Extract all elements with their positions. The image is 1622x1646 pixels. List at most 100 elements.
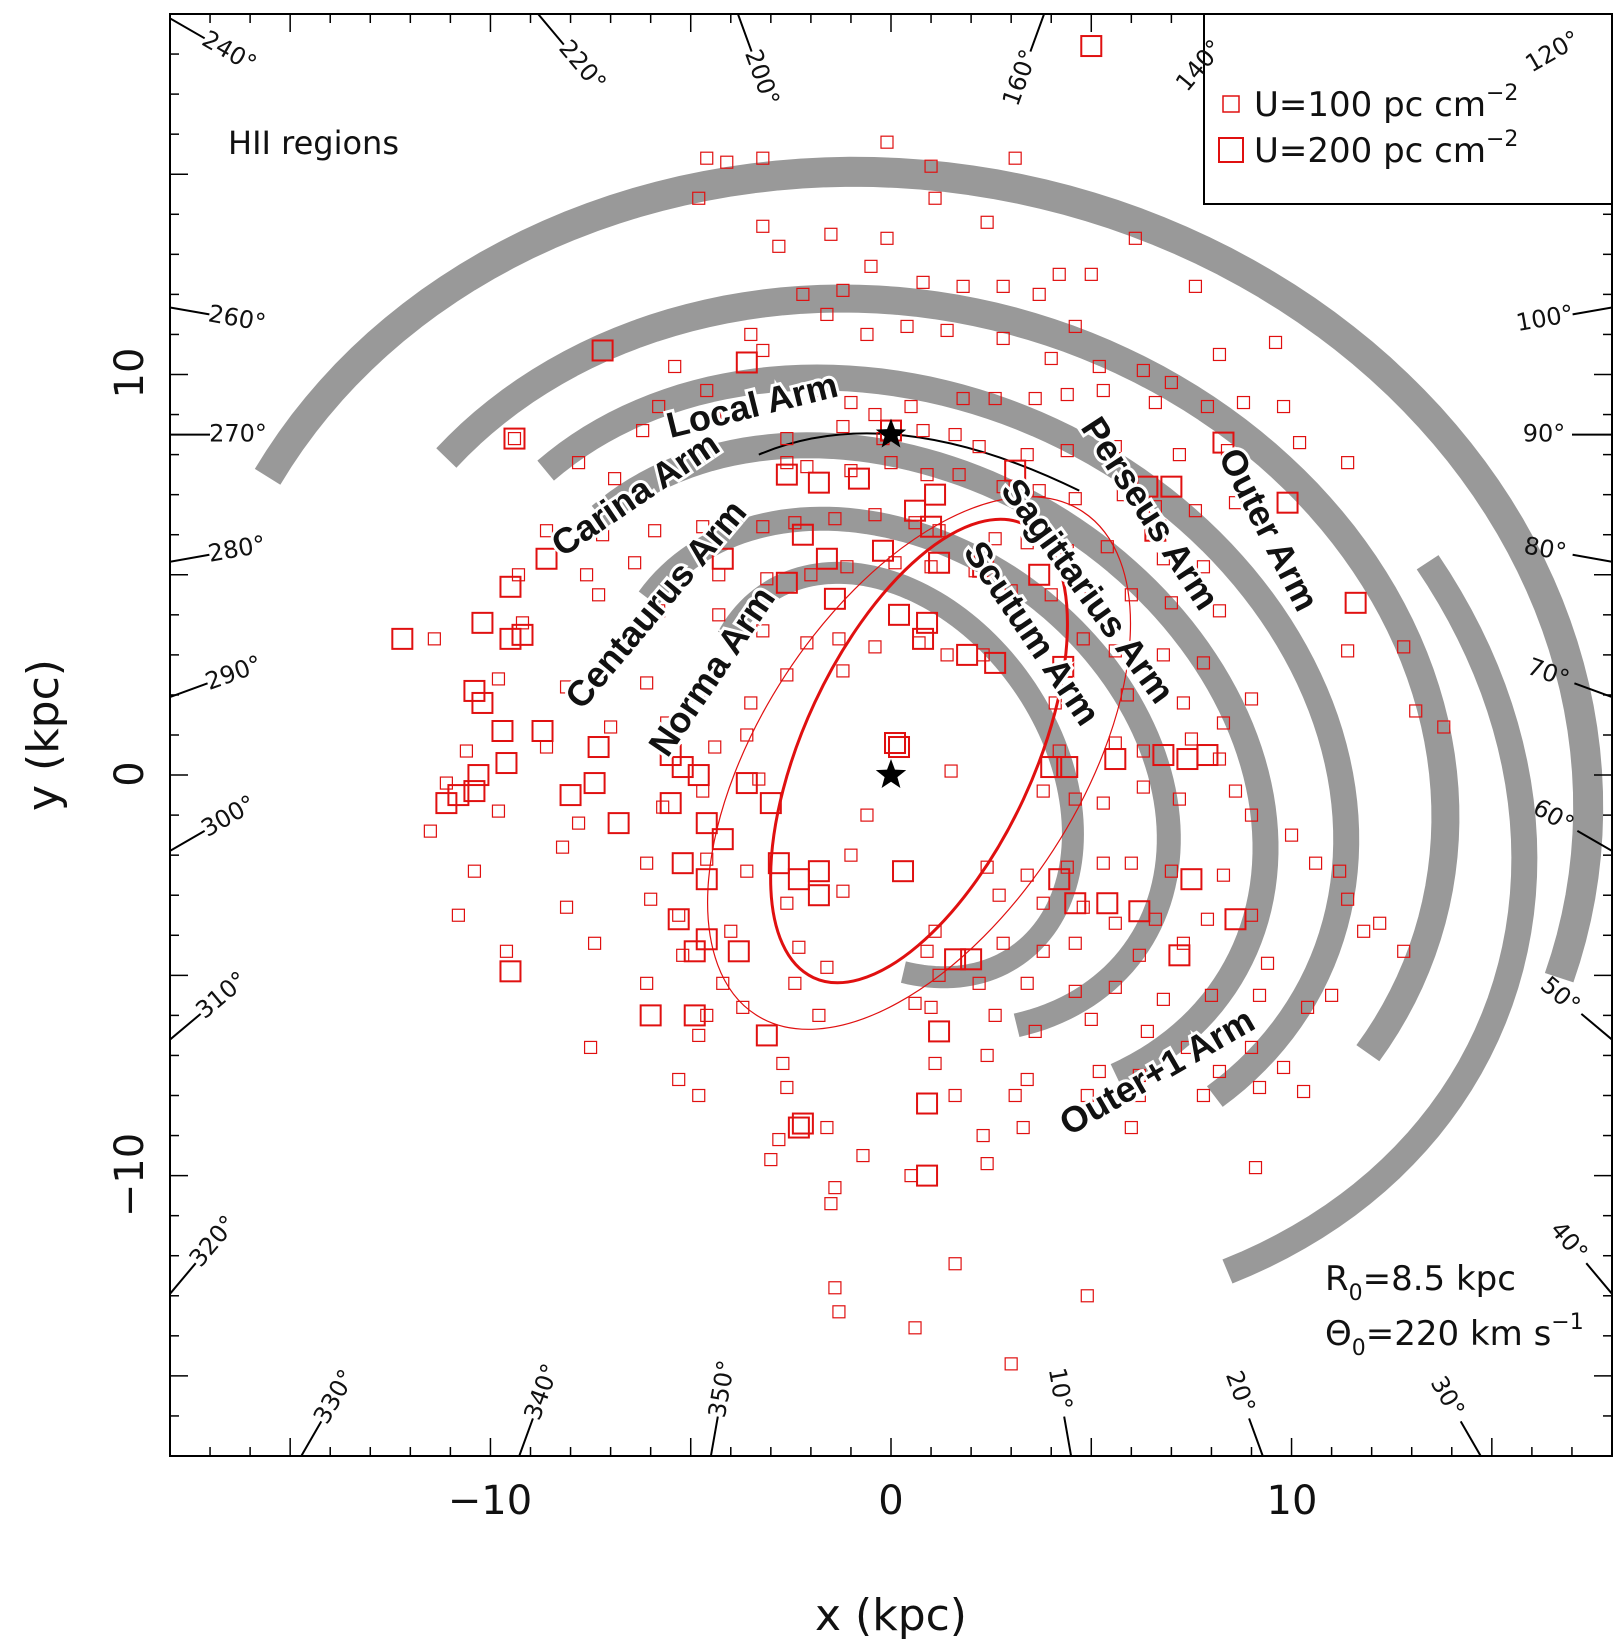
marker-s0-55 [972, 440, 986, 454]
marker-s1-67 [807, 860, 830, 883]
lon-tick-17 [170, 829, 206, 852]
marker-s0-202 [587, 936, 602, 950]
x-axis-title: x (kpc) [815, 1590, 967, 1641]
marker-s0-38 [844, 395, 858, 410]
legend-label-small: U=100 pc cm−2 [1254, 81, 1518, 125]
marker-s0-242 [672, 1072, 686, 1087]
marker-s1-87 [791, 1112, 814, 1135]
marker-s0-161 [1036, 784, 1050, 798]
marker-s0-93 [511, 568, 526, 582]
marker-s0-252 [780, 1080, 794, 1095]
marker-s1-44 [687, 764, 710, 787]
marker-s0-143 [539, 740, 554, 754]
marker-s0-212 [1132, 948, 1146, 962]
marker-s0-94 [579, 568, 594, 582]
marker-s0-113 [712, 608, 726, 622]
marker-s0-182 [1216, 868, 1231, 882]
lon-tick-6 [1572, 306, 1612, 316]
marker-s1-79 [695, 928, 718, 951]
marker-s0-17 [1052, 267, 1066, 281]
marker-s0-44 [1060, 387, 1074, 402]
marker-s1-19 [920, 515, 943, 538]
marker-s0-41 [956, 391, 970, 406]
marker-s1-5 [775, 463, 798, 486]
marker-s0-183 [1308, 856, 1323, 870]
arm-band-carina-centaurus [591, 432, 1279, 1088]
marker-s0-48 [1236, 395, 1251, 410]
marker-s0-211 [1068, 936, 1082, 950]
marker-s0-146 [708, 740, 722, 754]
marker-s0-125 [1196, 656, 1211, 670]
marker-s1-27 [775, 571, 798, 594]
marker-s1-12 [1212, 431, 1235, 454]
marker-s1-58 [495, 752, 518, 775]
lon-label-7: 90° [1523, 420, 1566, 448]
marker-s0-115 [800, 636, 814, 650]
marker-s0-65 [800, 460, 814, 474]
galactic-center-star [875, 759, 907, 788]
marker-s1-49 [1040, 756, 1063, 779]
marker-s1-11 [1160, 475, 1183, 498]
lon-label-11: 50° [1535, 971, 1586, 1020]
marker-s0-280 [700, 383, 714, 398]
marker-s1-36 [499, 627, 522, 650]
r0-subscript: 0 [1349, 1281, 1363, 1306]
lon-tick-22 [709, 1416, 719, 1456]
marker-s0-105 [1084, 592, 1098, 606]
marker-s0-78 [595, 528, 610, 542]
marker-s0-51 [836, 419, 850, 434]
marker-s0-59 [1172, 448, 1187, 462]
marker-s0-251 [692, 1088, 706, 1103]
marker-s1-93 [467, 764, 490, 787]
lon-tick-12 [1585, 1262, 1612, 1295]
marker-s1-41 [587, 736, 610, 759]
spiral-arm-bands [254, 156, 1604, 1284]
marker-s1-83 [639, 1004, 662, 1027]
marker-s0-209 [996, 936, 1010, 950]
marker-s1-82 [944, 948, 967, 971]
marker-s1-92 [391, 627, 414, 650]
marker-s0-255 [1080, 1088, 1094, 1103]
marker-s0-200 [1373, 916, 1387, 930]
marker-s0-168 [1284, 828, 1299, 842]
marker-s0-279 [780, 431, 794, 446]
marker-s0-276 [1004, 1357, 1018, 1371]
marker-s0-139 [1244, 692, 1259, 706]
marker-s0-253 [948, 1088, 962, 1103]
lon-tick-3 [1029, 14, 1046, 52]
marker-s0-136 [1120, 688, 1134, 702]
marker-s0-42 [988, 391, 1002, 406]
marker-s1-54 [1196, 744, 1219, 767]
marker-s0-158 [752, 772, 766, 786]
marker-s0-268 [1248, 1160, 1263, 1175]
marker-s0-47 [1200, 399, 1215, 414]
y-axis-title: y (kpc) [18, 659, 69, 811]
marker-s1-69 [787, 868, 810, 891]
marker-s0-195 [1108, 916, 1122, 930]
marker-s0-104 [1044, 588, 1058, 602]
marker-s0-43 [1028, 391, 1042, 406]
axis-ticks [170, 14, 1613, 1457]
lon-label-20: 330° [308, 1365, 361, 1429]
lon-label-24: 20° [1220, 1367, 1261, 1417]
marker-s0-285 [1068, 319, 1082, 334]
marker-s0-228 [1204, 988, 1219, 1002]
marker-s0-62 [1341, 456, 1355, 470]
marker-s0-25 [900, 319, 914, 334]
marker-s0-2 [692, 191, 706, 205]
marker-s1-70 [892, 860, 915, 883]
legend-label-large-text: U=200 pc cm [1254, 131, 1486, 171]
marker-s0-53 [916, 423, 930, 438]
marker-s1-75 [1180, 868, 1203, 891]
marker-s0-207 [920, 944, 934, 958]
marker-s0-110 [515, 616, 530, 630]
marker-s0-219 [736, 1000, 750, 1014]
marker-s0-144 [604, 720, 618, 734]
lon-tick-23 [1063, 1416, 1073, 1456]
lon-label-2: 200° [739, 46, 785, 110]
marker-s0-3 [756, 151, 770, 165]
marker-s1-13 [1276, 491, 1299, 514]
marker-s1-53 [1176, 748, 1199, 771]
marker-s0-222 [932, 968, 946, 982]
marker-s1-65 [695, 868, 718, 891]
